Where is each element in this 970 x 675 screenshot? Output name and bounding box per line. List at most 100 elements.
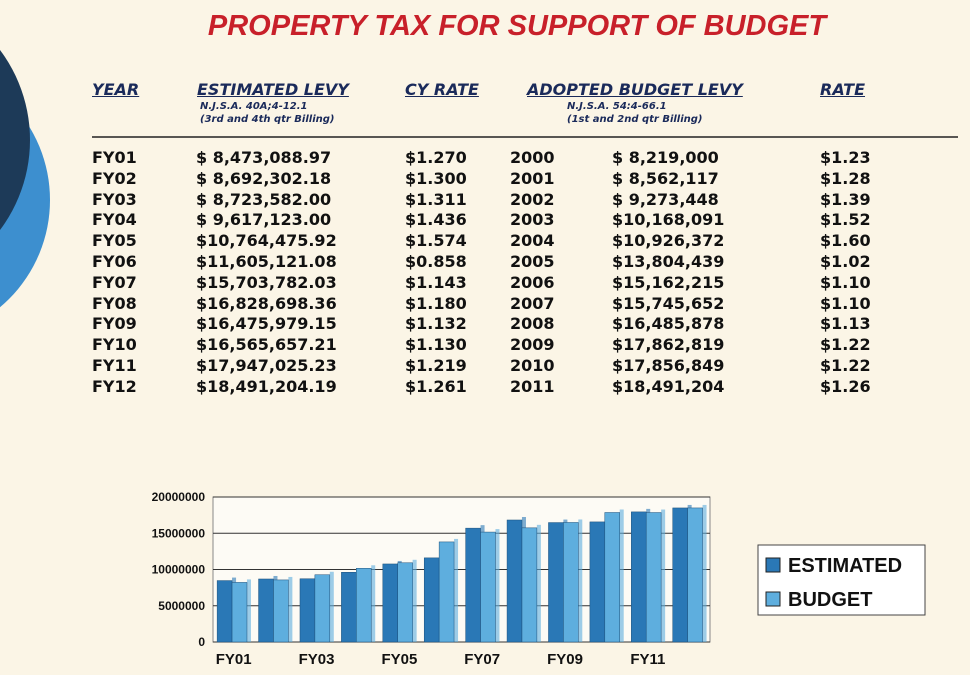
bar (563, 522, 579, 643)
x-tick-label: FY11 (630, 651, 665, 668)
x-tick-label: FY01 (216, 651, 252, 668)
table-cell: $1.574 (405, 231, 467, 251)
table-cell: $1.52 (820, 210, 871, 230)
bar (548, 522, 564, 643)
table-cell: $15,703,782.03 (196, 272, 337, 292)
x-tick-label: FY07 (464, 651, 500, 668)
table-cell: $1.02 (820, 252, 871, 271)
bar (672, 507, 688, 643)
bar-side (412, 559, 417, 642)
column-header: RATE (820, 80, 866, 99)
table-cell: $18,491,204 (612, 376, 725, 396)
legend-box (757, 544, 926, 616)
y-tick-label: 0 (198, 635, 205, 649)
bar (480, 531, 496, 643)
table-cell: 2001 (510, 168, 555, 188)
bar (604, 512, 620, 643)
table-cell: $1.13 (820, 314, 871, 334)
bar (216, 580, 233, 643)
table-cell: $11,605,121.08 (196, 252, 337, 271)
header-note: N.J.S.A. 40A;4-12.1 (200, 101, 308, 112)
table-cell: 2002 (510, 189, 555, 209)
bar (314, 574, 331, 643)
bar (521, 527, 538, 643)
table-cell: 2006 (510, 272, 555, 292)
table-cell: $15,162,215 (612, 272, 725, 292)
deco-circle (0, 50, 30, 230)
table-cell: FY11 (92, 356, 137, 375)
table-cell: FY09 (92, 314, 137, 334)
table-cell: FY06 (92, 252, 137, 271)
table-cell: FY02 (92, 168, 137, 188)
bar (341, 572, 357, 643)
bar-side (661, 509, 666, 642)
table-cell: $ 8,473,088.97 (196, 148, 332, 167)
table-cell: $1.436 (405, 210, 467, 230)
table-cell: $10,926,372 (612, 231, 725, 251)
table-cell: $ 9,617,123.00 (196, 210, 332, 230)
bar-side (702, 504, 707, 642)
table-cell: 2003 (510, 210, 555, 230)
table-cell: 2008 (510, 314, 555, 334)
table-cell: $1.143 (405, 272, 467, 292)
table-cell: $1.26 (820, 376, 871, 396)
bar (589, 521, 606, 643)
table-cell: $1.60 (820, 231, 871, 251)
bar (645, 512, 662, 643)
table-cell: FY03 (92, 189, 137, 209)
table-cell: $16,565,657.21 (196, 335, 337, 355)
table-cell: $17,862,819 (612, 335, 725, 355)
table-cell: 2011 (510, 376, 555, 396)
y-tick-label: 15000000 (152, 526, 206, 540)
table-cell: $1.180 (405, 293, 467, 313)
bar-side (536, 524, 541, 642)
bar (231, 582, 248, 643)
column-header: ADOPTED BUDGET LEVY (527, 80, 743, 99)
table-cell: $0.858 (405, 252, 467, 271)
table-cell: $1.270 (405, 148, 467, 167)
table-cell: 2005 (510, 252, 555, 271)
table-cell: $15,745,652 (612, 293, 725, 313)
column-header: CY RATE (405, 80, 479, 99)
bar (299, 578, 316, 643)
table-cell: $1.311 (405, 189, 467, 209)
bar (687, 507, 703, 643)
table-cell: FY12 (92, 376, 137, 396)
table-cell: $16,828,698.36 (196, 293, 337, 313)
table-cell: $ 8,562,117 (612, 168, 719, 188)
table-cell: $ 8,219,000 (612, 148, 719, 167)
table-cell: 2009 (510, 335, 555, 355)
bar-side (371, 565, 376, 642)
header-note: (1st and 2nd qtr Billing) (567, 114, 703, 125)
table-cell: $17,947,025.23 (196, 356, 337, 375)
legend-swatch (765, 591, 781, 607)
table-cell: $1.22 (820, 335, 871, 355)
bar (397, 562, 413, 643)
bar (356, 568, 372, 643)
table-cell: $ 9,273,448 (612, 189, 719, 209)
table-cell: FY01 (92, 148, 137, 167)
bar (382, 563, 398, 643)
table-cell: FY05 (92, 231, 137, 251)
table-cell: $17,856,849 (612, 356, 725, 375)
table-cell: $1.28 (820, 168, 871, 188)
bar-side (288, 576, 293, 642)
table-cell: FY04 (92, 210, 137, 230)
table-cell: $1.219 (405, 356, 467, 375)
table-cell: 2000 (510, 148, 555, 167)
x-tick-label: FY03 (299, 651, 335, 668)
legend-swatch (765, 557, 781, 573)
bar-side (578, 519, 583, 642)
bar (631, 511, 647, 643)
table-cell: FY07 (92, 272, 137, 292)
table-cell: FY10 (92, 335, 137, 355)
table-cell: $1.132 (405, 314, 467, 334)
bar (423, 557, 440, 643)
table-cell: $13,804,439 (612, 252, 725, 271)
bar-side (329, 571, 334, 642)
legend-label: ESTIMATED (788, 555, 902, 577)
table-cell: $1.39 (820, 189, 871, 209)
